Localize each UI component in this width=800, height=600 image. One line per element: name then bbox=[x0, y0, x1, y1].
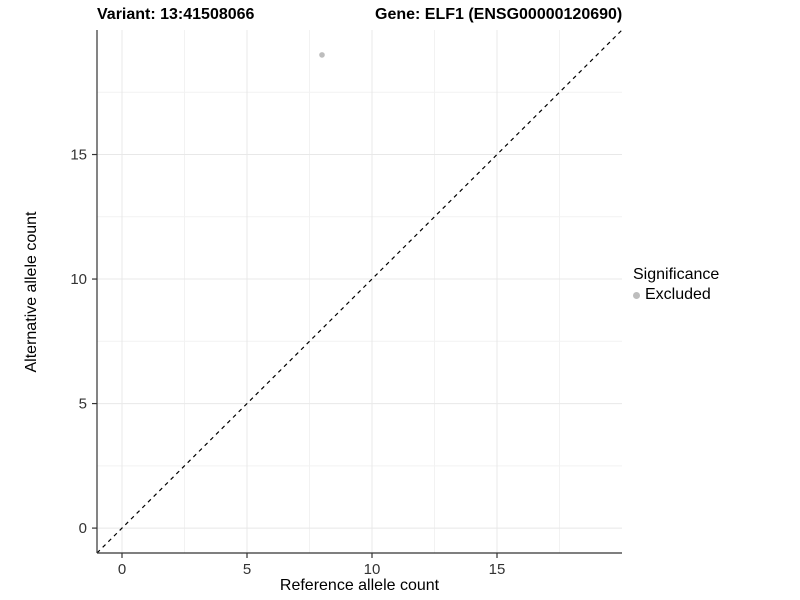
y-tick-label: 0 bbox=[79, 520, 87, 537]
y-axis-title: Alternative allele count bbox=[23, 211, 40, 373]
legend: Significance Excluded bbox=[633, 266, 719, 304]
x-axis-title: Reference allele count bbox=[279, 577, 440, 594]
x-tick-label: 15 bbox=[489, 561, 506, 578]
y-tick-label: 15 bbox=[70, 147, 87, 164]
legend-point-icon bbox=[633, 291, 640, 299]
identity-dashed-line bbox=[96, 29, 623, 554]
y-tick-label: 10 bbox=[70, 271, 87, 288]
data-point bbox=[319, 52, 325, 58]
legend-item-label: Excluded bbox=[645, 286, 711, 303]
plot-title-gene: Gene: ELF1 (ENSG00000120690) bbox=[375, 6, 623, 23]
x-tick-label: 5 bbox=[243, 561, 251, 578]
legend-item-excluded: Excluded bbox=[633, 286, 719, 304]
x-tick-label: 0 bbox=[118, 561, 126, 578]
x-tick-label: 10 bbox=[364, 561, 381, 578]
y-tick-label: 5 bbox=[79, 396, 87, 413]
legend-title: Significance bbox=[633, 266, 720, 283]
plot-title-variant: Variant: 13:41508066 bbox=[97, 6, 255, 23]
